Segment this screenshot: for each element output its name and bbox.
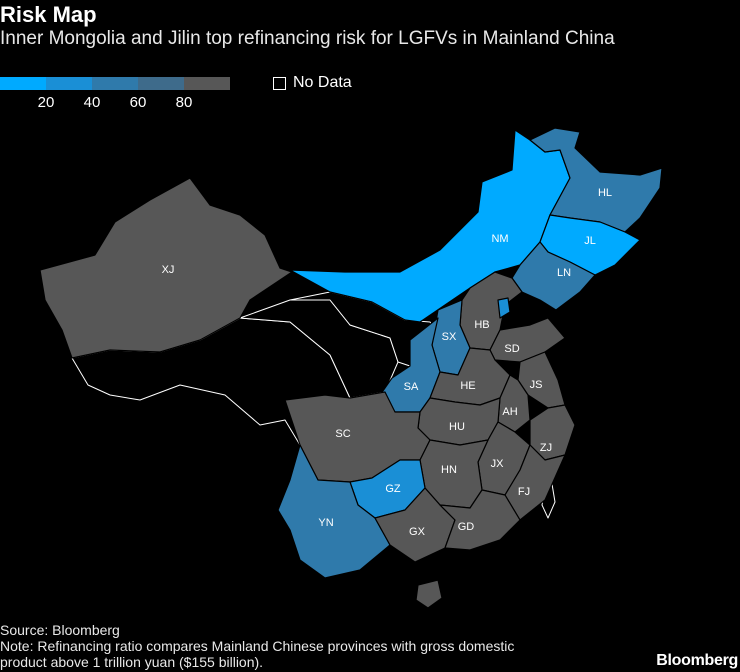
legend-seg-4 [138, 77, 184, 90]
legend-tick-40: 40 [83, 94, 101, 111]
label-hb: HB [474, 319, 489, 331]
legend-ticks: 20 40 60 80 [0, 94, 230, 114]
bloomberg-logo: Bloomberg [656, 652, 738, 669]
legend-tick-80: 80 [175, 94, 193, 111]
no-data-label: No Data [293, 74, 352, 91]
no-data-legend: No Data [273, 74, 352, 92]
legend-tick-20: 20 [37, 94, 55, 111]
legend-seg-1 [0, 77, 46, 90]
legend-seg-3 [92, 77, 138, 90]
region-beijing [497, 297, 511, 319]
label-sc: SC [335, 428, 350, 440]
label-gx: GX [409, 526, 426, 538]
label-hu: HU [449, 421, 465, 433]
region-gd [439, 489, 521, 551]
region-hainan [415, 579, 443, 609]
label-ah: AH [502, 406, 517, 418]
color-legend [0, 77, 230, 90]
label-gd: GD [458, 521, 475, 533]
source-text: Source: Bloomberg [0, 622, 120, 638]
footer: Source: Bloomberg Note: Refinancing rati… [0, 622, 514, 670]
legend-seg-5 [184, 77, 230, 90]
region-yn [277, 444, 391, 579]
label-gz: GZ [385, 483, 401, 495]
label-sd: SD [504, 343, 519, 355]
label-sx: SX [442, 331, 457, 343]
label-ln: LN [557, 267, 571, 279]
region-xj [39, 177, 293, 359]
chart-subtitle: Inner Mongolia and Jilin top refinancing… [0, 28, 615, 49]
region-ln [511, 241, 596, 311]
label-he: HE [460, 380, 475, 392]
legend-tick-60: 60 [129, 94, 147, 111]
label-yn: YN [318, 517, 333, 529]
chart-title: Risk Map [0, 2, 97, 27]
label-jx: JX [491, 458, 505, 470]
legend-seg-2 [46, 77, 92, 90]
label-hn: HN [441, 464, 457, 476]
label-nm: NM [491, 233, 508, 245]
note-line-2: product above 1 trillion yuan ($155 bill… [0, 654, 264, 670]
label-fj: FJ [518, 486, 530, 498]
region-hl [529, 127, 663, 233]
label-js: JS [530, 379, 543, 391]
label-xj: XJ [162, 264, 175, 276]
label-jl: JL [584, 235, 596, 247]
no-data-swatch [273, 76, 286, 90]
note-line-1: Note: Refinancing ratio compares Mainlan… [0, 638, 515, 654]
label-sa: SA [404, 381, 419, 393]
label-zj: ZJ [540, 442, 552, 454]
label-hl: HL [598, 187, 612, 199]
